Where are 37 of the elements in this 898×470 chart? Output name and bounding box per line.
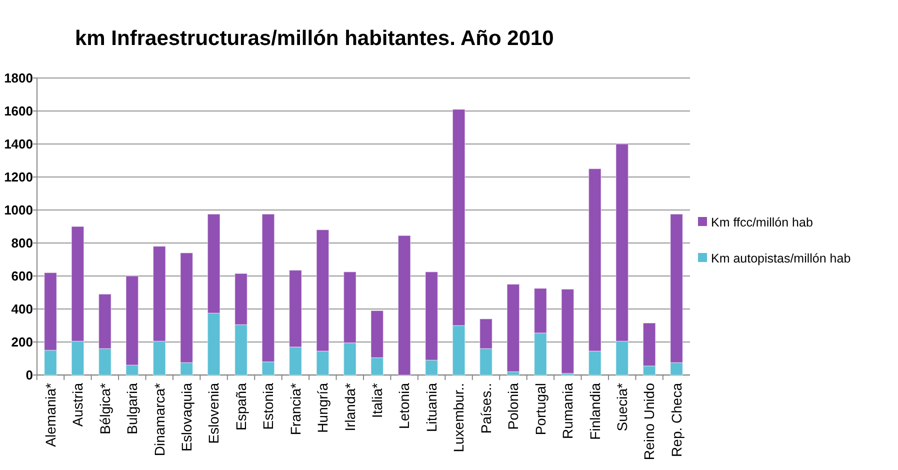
x-tick-label: Francia*: [287, 382, 304, 436]
x-tick-label: Bulgaria: [124, 382, 140, 434]
x-tick-label: Reino Unido: [641, 382, 658, 460]
y-tick-label: 1200: [4, 170, 33, 185]
x-tick-label: Finlandia: [586, 382, 603, 440]
x-tick-label: Rep. Checa: [668, 382, 684, 457]
chart-title: km Infraestructuras/millón habitantes. Año 2010: [75, 27, 554, 50]
y-tick-label: 1000: [4, 202, 33, 218]
x-tick-label: Polonia: [505, 382, 522, 430]
x-tick-label: Bélgica*: [96, 382, 113, 434]
legend-label: Km ffcc/millón hab: [711, 215, 813, 230]
x-tick-label: Dinamarca*: [151, 382, 168, 456]
x-tick-label: Austria: [70, 382, 86, 427]
x-tick-label: Estonia: [260, 382, 276, 430]
y-tick-label: 1600: [4, 104, 33, 119]
x-tick-label: España: [232, 382, 249, 430]
x-tick-label: Países..: [478, 383, 494, 434]
y-tick-label: 800: [11, 236, 33, 251]
y-tick-label: 200: [11, 334, 33, 350]
x-tick-label: Rumania: [560, 382, 576, 440]
x-tick-label: Portugal: [532, 383, 548, 436]
y-tick-label: 1400: [4, 136, 33, 152]
x-tick-label: Letonia: [396, 382, 412, 429]
x-tick-label: Luxembur..: [450, 383, 467, 452]
y-tick-label: 1800: [4, 70, 33, 86]
x-tick-label: Irlanda*: [342, 382, 358, 432]
x-tick-label: Italia*: [369, 382, 386, 418]
y-tick-label: 600: [11, 268, 33, 284]
x-tick-label: Eslovaquia: [178, 382, 194, 452]
x-tick-label: Hungría: [314, 382, 331, 433]
x-tick-label: Alemania*: [42, 382, 58, 447]
x-tick-label: Eslovenia: [206, 382, 222, 444]
y-tick-label: 0: [26, 368, 33, 383]
x-tick-label: Suecia*: [614, 382, 630, 432]
legend-label: Km autopistas/millón hab: [711, 251, 851, 266]
x-tick-label: Lituania: [423, 382, 440, 432]
y-tick-label: 400: [11, 302, 33, 317]
